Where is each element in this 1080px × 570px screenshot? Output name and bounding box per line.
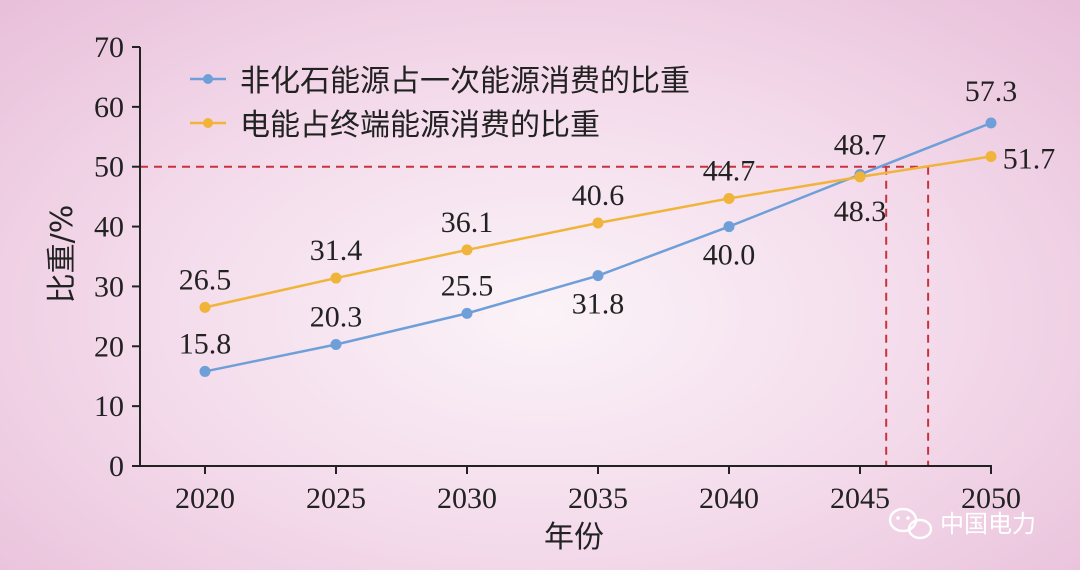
legend-label-nonfossil: 非化石能源占一次能源消费的比重 <box>240 64 690 99</box>
series-0-data-label: 31.8 <box>572 288 625 321</box>
series-1-data-label: 51.7 <box>1003 143 1056 176</box>
series-layer <box>199 117 997 377</box>
legend-label-electricity: 电能占终端能源消费的比重 <box>240 108 600 143</box>
series-0-point <box>461 307 473 319</box>
series-1-data-label: 48.3 <box>834 195 887 228</box>
series-0-point <box>723 221 735 233</box>
y-tick-label: 0 <box>109 450 124 483</box>
x-tick-label: 2030 <box>437 482 497 515</box>
series-0-point <box>985 117 997 129</box>
watermark-text: 中国电力 <box>940 510 1036 538</box>
series-0-data-label: 20.3 <box>310 300 363 333</box>
series-1-data-label: 40.6 <box>572 179 625 212</box>
x-tick-label: 2020 <box>175 482 235 515</box>
series-0-data-label: 57.3 <box>965 75 1018 108</box>
x-tick-label: 2040 <box>699 482 759 515</box>
x-tick-label: 2025 <box>306 482 366 515</box>
series-1-point <box>985 151 997 163</box>
series-0-point <box>330 338 342 350</box>
series-1-point <box>330 272 342 284</box>
series-1-data-label: 44.7 <box>703 154 756 187</box>
series-0-point <box>199 365 211 377</box>
x-tick-label: 2035 <box>568 482 628 515</box>
series-1-point <box>592 217 604 229</box>
x-axis-title: 年份 <box>544 520 604 555</box>
series-1-data-label: 26.5 <box>179 263 232 296</box>
x-tick-label: 2050 <box>961 482 1021 515</box>
y-tick-label: 50 <box>94 151 124 184</box>
series-0-data-label: 25.5 <box>441 269 494 302</box>
y-tick-label: 40 <box>94 211 124 244</box>
watermark: 中国电力 <box>888 507 1036 540</box>
wechat-icon <box>888 507 933 540</box>
series-1-point <box>199 301 211 313</box>
series-0-data-label: 48.7 <box>834 128 887 161</box>
data-labels: 15.8 20.3 25.5 31.8 40.0 48.7 57.3 26.5 31.4 36.1… <box>179 75 1056 360</box>
series-1-point <box>854 171 866 183</box>
y-tick-label: 60 <box>94 91 124 124</box>
y-tick-label: 70 <box>94 31 124 64</box>
legend-marker-nonfossil <box>203 74 213 84</box>
series-1-point <box>461 244 473 256</box>
y-axis-title: 比重/% <box>45 205 80 304</box>
x-tick-label: 2045 <box>830 482 890 515</box>
series-1-point <box>723 192 735 204</box>
y-tick-label: 10 <box>94 390 124 423</box>
series-0-point <box>592 270 604 282</box>
legend-marker-electricity <box>203 118 213 128</box>
y-tick-label: 20 <box>94 330 124 363</box>
reference-lines <box>140 165 930 466</box>
series-1-data-label: 36.1 <box>441 206 494 239</box>
series-0-data-label: 15.8 <box>179 327 232 360</box>
y-tick-label: 30 <box>94 270 124 303</box>
series-1-data-label: 31.4 <box>310 234 363 267</box>
series-0-data-label: 40.0 <box>703 239 756 272</box>
legend: 非化石能源占一次能源消费的比重 电能占终端能源消费的比重 <box>190 64 690 143</box>
